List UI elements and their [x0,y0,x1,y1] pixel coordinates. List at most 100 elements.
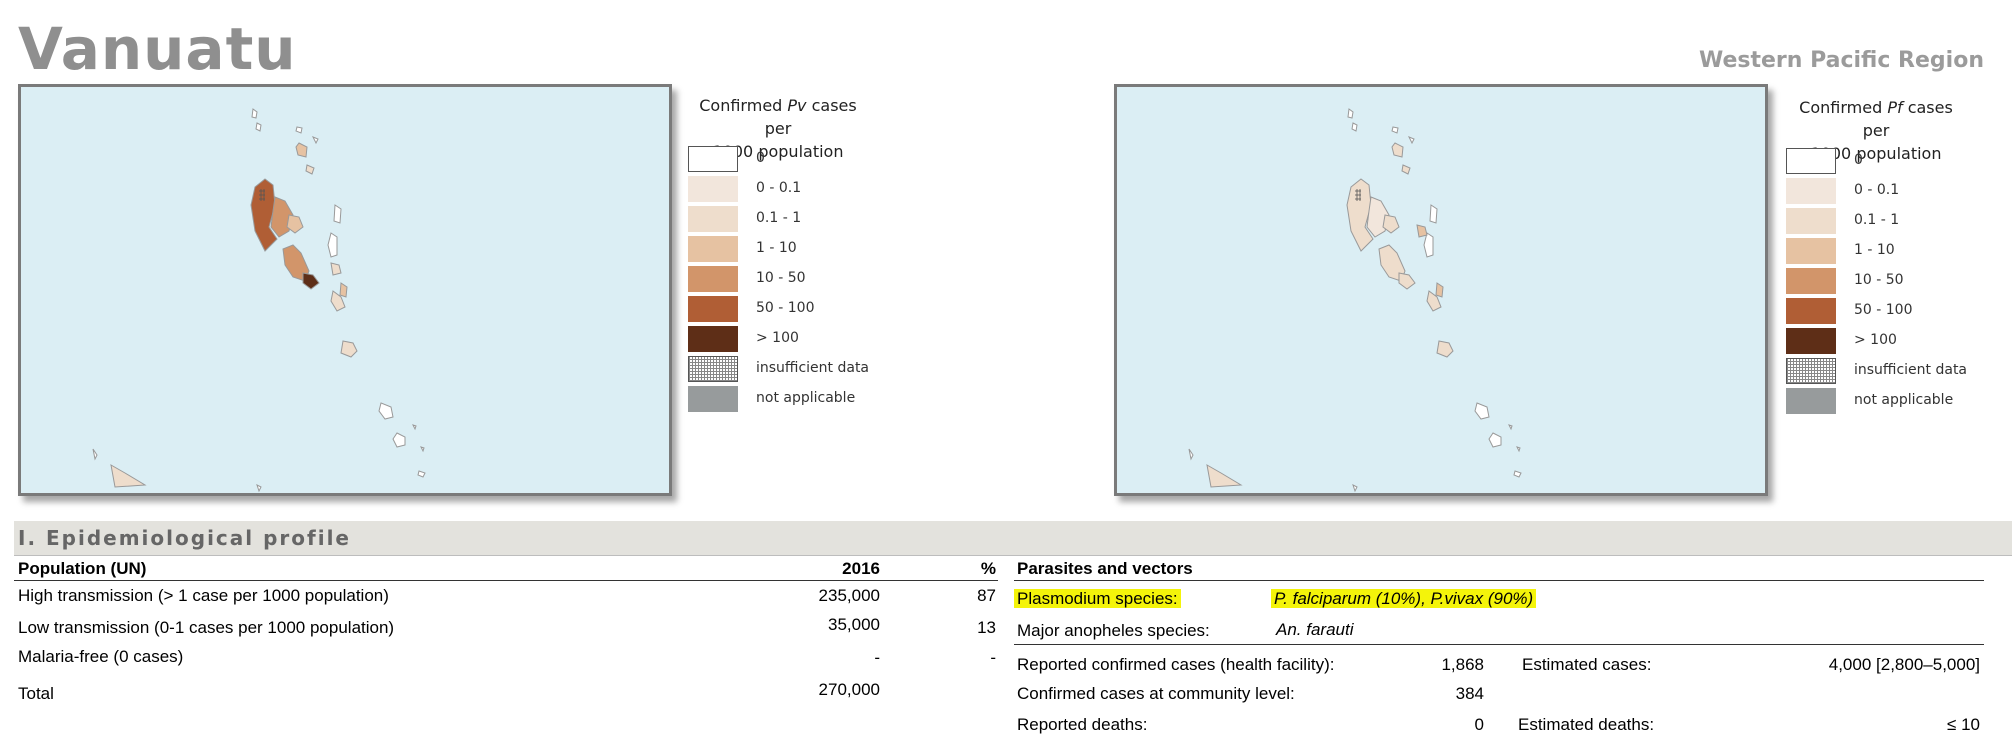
population-year: 2016 [842,559,880,578]
island [286,214,304,234]
population-row-value: - [874,648,880,667]
legend-swatch [688,146,738,172]
legend-swatch [1786,358,1836,384]
island [1347,108,1354,119]
island [1188,448,1194,461]
legend-label: 0 [756,150,765,166]
population-row-label: High transmission (> 1 case per 1000 pop… [18,586,389,605]
community-cases-label: Confirmed cases at community level: [1017,684,1295,703]
legend-label: 10 - 50 [756,270,806,286]
legend-swatch [1786,208,1836,234]
island [302,272,320,290]
island [251,108,258,119]
island [1391,142,1404,158]
legend-item: not applicable [1786,388,2006,418]
population-row-label: Total [18,684,54,703]
cases-rule [1014,644,1984,645]
island [311,136,319,145]
island [1398,272,1416,290]
island [1513,470,1522,478]
island [1488,432,1502,448]
population-row-value: 270,000 [818,680,880,699]
legend-item: > 100 [1786,328,2006,358]
legend-label: insufficient data [756,360,870,376]
island [333,204,342,224]
legend-swatch [688,386,738,412]
island [92,448,98,461]
estimated-cases-label: Estimated cases: [1522,655,1652,674]
legend-item: 0.1 - 1 [688,206,908,236]
species-label: Plasmodium species: [1014,589,1181,609]
island [1416,224,1428,238]
country-title: Vanuatu [18,15,297,83]
legend-swatch [1786,238,1836,264]
island [1352,484,1358,493]
legend-label: 0 [1854,152,1863,168]
reported-cases-value: 1,868 [1441,655,1484,674]
legend-label: 50 - 100 [1854,302,1913,318]
legend-label: insufficient data [1854,362,1968,378]
legend-label: 0 - 0.1 [1854,182,1900,198]
island [1351,122,1358,132]
community-cases-value: 384 [1455,684,1484,703]
island [110,464,147,488]
legend-label: 0.1 - 1 [756,210,802,226]
island [412,424,417,431]
pv-map [18,84,672,496]
reported-cases-label: Reported confirmed cases (health facilit… [1017,655,1335,674]
legend-swatch [688,236,738,262]
legend-label: > 100 [1854,332,1897,348]
island [330,262,342,276]
island [1391,126,1399,134]
population-rule [14,580,998,581]
island [1429,204,1438,224]
island [1206,464,1243,488]
legend-item: 0.1 - 1 [1786,208,2006,238]
legend-label: 0.1 - 1 [1854,212,1900,228]
island [1435,282,1444,298]
legend-swatch [1786,148,1836,174]
legend-swatch [688,206,738,232]
island [1508,424,1513,431]
island [378,402,394,420]
island [1346,178,1374,252]
pf-legend-title: Confirmed Pf cases per 1000 population [1799,98,1953,163]
island [1436,340,1454,358]
legend-swatch [1786,298,1836,324]
legend-label: 1 - 10 [1854,242,1895,258]
legend-swatch [1786,268,1836,294]
legend-item: 0 - 0.1 [688,176,908,206]
legend-item: 10 - 50 [688,266,908,296]
island [250,178,278,252]
legend-item: 50 - 100 [1786,298,2006,328]
legend-label: 10 - 50 [1854,272,1904,288]
reported-deaths-value: 0 [1474,715,1484,734]
island [255,122,262,132]
legend-item: 1 - 10 [1786,238,2006,268]
population-row-label: Malaria-free (0 cases) [18,647,184,666]
legend-label: not applicable [1854,392,1954,408]
legend-item: 0 - 0.1 [1786,178,2006,208]
legend-swatch [688,296,738,322]
population-header: Population (UN) [18,559,147,578]
anopheles-value: An. farauti [1276,620,1354,639]
legend-label: > 100 [756,330,799,346]
legend-item: not applicable [688,386,908,416]
island [339,282,348,298]
population-row-pct: - [990,648,996,667]
population-row-pct: 87 [977,586,996,605]
estimated-cases-value: 4,000 [2,800–5,000] [1828,655,1980,674]
island [330,290,346,312]
legend-item: 1 - 10 [688,236,908,266]
pf-map [1114,84,1768,496]
island [256,484,262,493]
section-title: I. Epidemiological profile [18,526,351,550]
legend-item: 10 - 50 [1786,268,2006,298]
legend-label: 50 - 100 [756,300,815,316]
island [1407,136,1415,145]
legend-item: 0 [688,146,908,176]
island [305,164,315,175]
legend-label: 0 - 0.1 [756,180,802,196]
population-row-pct: 13 [977,618,996,637]
island [420,446,425,453]
